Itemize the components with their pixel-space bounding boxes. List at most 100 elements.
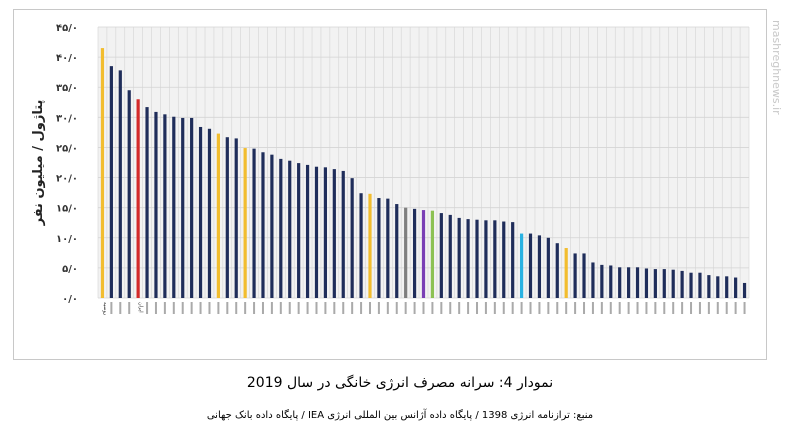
x-tick-label-mark: [270, 302, 273, 314]
bar: [395, 204, 399, 298]
x-tick-label-mark: [422, 302, 425, 314]
bar: [502, 221, 506, 298]
x-tick-label-mark: [395, 302, 398, 314]
x-tick-label-mark: [520, 302, 523, 314]
x-tick-label-mark: [654, 302, 657, 314]
x-tick-label-mark: [618, 302, 621, 314]
x-tick-label-mark: [698, 302, 701, 314]
x-tick-label-mark: [146, 302, 149, 314]
bar: [118, 70, 122, 298]
bar: [564, 248, 568, 298]
bar: [609, 265, 613, 298]
bar: [127, 90, 131, 298]
x-tick-label-mark: [600, 302, 603, 314]
bar: [653, 269, 657, 298]
bar: [689, 272, 693, 298]
bar: [145, 107, 149, 299]
bar: [288, 160, 292, 298]
x-tick-label-mark: [565, 302, 568, 314]
x-tick-label-mark: [279, 302, 282, 314]
y-tick-label: ۴۰/۰: [56, 53, 78, 64]
y-tick-label: ۳۵/۰: [56, 83, 78, 94]
bar: [680, 270, 684, 298]
bar: [421, 210, 426, 298]
y-tick-label: ۴۵/۰: [56, 23, 78, 34]
x-tick-label-mark: [556, 302, 559, 314]
bar: [305, 164, 310, 298]
y-tick-label: ۱۰/۰: [56, 234, 78, 245]
x-tick-label-mark: [636, 302, 639, 314]
x-tick-label-mark: [324, 302, 327, 314]
bar: [163, 114, 167, 298]
x-tick-label-mark: [315, 302, 318, 314]
bar-chart: ۰/۰ ۵/۰ ۱۰/۰ ۱۵/۰ ۲۰/۰ ۲۵/۰ ۳۰/۰ ۳۵/۰ ۴۰/۰ ۴۵/۰ پت…: [31, 23, 750, 316]
x-tick-label-mark: [386, 302, 389, 314]
x-tick-label-mark: [609, 302, 612, 314]
bar: [448, 214, 452, 298]
bar: [297, 163, 301, 298]
x-tick-label-mark: [128, 302, 131, 314]
bar: [377, 198, 381, 298]
chart-title: نمودار 4: سرانه مصرف انرژی خانگی در سال …: [246, 375, 554, 391]
bar: [323, 167, 328, 298]
x-tick-label-mark: [288, 302, 291, 314]
bar: [635, 267, 640, 298]
bar: [368, 193, 372, 298]
bar: [430, 210, 435, 298]
bar: [519, 233, 524, 298]
bar: [190, 117, 194, 299]
x-tick-label-mark: [306, 302, 309, 314]
x-tick-label-mark: [645, 302, 648, 314]
bar: [742, 282, 747, 298]
bar: [725, 276, 729, 298]
x-tick-label-mark: [431, 302, 434, 314]
bar: [100, 48, 105, 299]
x-tick-label-mark: [493, 302, 496, 314]
x-tick-label-mark: [663, 302, 666, 314]
bar: [279, 158, 283, 298]
x-tick-label-mark: [502, 302, 505, 314]
bar: [225, 137, 229, 298]
bar: [528, 233, 533, 298]
bar: [493, 220, 497, 298]
x-tick-label-mark: [529, 302, 532, 314]
bar: [216, 133, 220, 298]
watermark: mashreghnews.ir: [770, 20, 783, 115]
x-tick-label-mark: [591, 302, 594, 314]
bar: [591, 262, 595, 298]
x-tick-label-mark: [690, 302, 693, 314]
x-tick-label-mark: [467, 302, 470, 314]
x-tick-label-mark: [511, 302, 514, 314]
x-tick-label-mark: [476, 302, 479, 314]
x-tick-label-mark: [172, 302, 175, 314]
bar: [734, 277, 738, 298]
bar: [314, 166, 319, 298]
bar: [582, 253, 586, 298]
x-tick-label-mark: [119, 302, 122, 314]
bar: [207, 128, 212, 298]
bar: [662, 269, 666, 298]
x-tick-label-mark: [538, 302, 541, 314]
bar: [698, 272, 702, 298]
x-tick-label-mark: [377, 302, 380, 314]
bar: [457, 217, 461, 298]
x-tick-label-mark: [181, 302, 184, 314]
x-tick-label-mark: [681, 302, 684, 314]
x-tick-label-mark: [743, 302, 746, 314]
x-tick-label-mark: [208, 302, 211, 314]
x-tick-label-mark: [217, 302, 220, 314]
x-tick-label-mark: [351, 302, 354, 314]
bar: [618, 267, 622, 298]
bar: [466, 219, 470, 298]
bar: [412, 208, 417, 298]
bar: [359, 193, 363, 298]
bar: [109, 66, 113, 299]
chart-frame: [13, 9, 767, 360]
bar: [716, 276, 720, 298]
x-tick-label-mark: [110, 302, 113, 314]
bar: [198, 126, 203, 298]
x-tick-label-mark: [226, 302, 229, 314]
x-tick-label: ایران: [138, 302, 144, 313]
bar: [234, 138, 238, 298]
bar: [350, 178, 354, 298]
